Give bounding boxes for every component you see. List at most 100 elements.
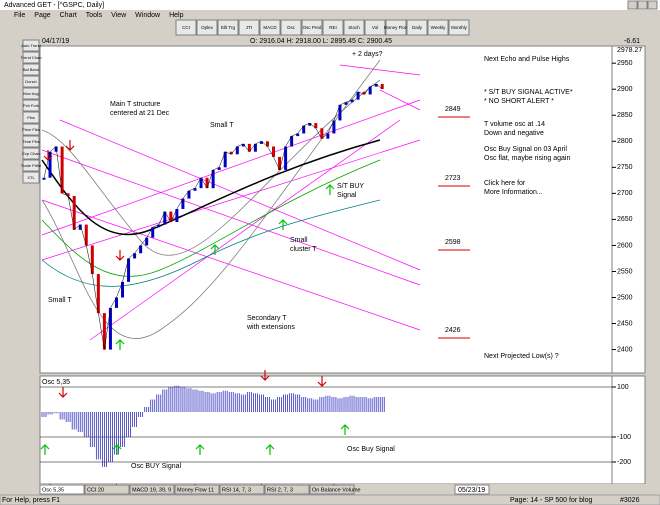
- tab[interactable]: [174, 484, 220, 495]
- toolbar-label[interactable]: Money Flow: [384, 25, 409, 30]
- toolbar-button[interactable]: [406, 19, 428, 36]
- tool-button[interactable]: [22, 51, 40, 64]
- osc-tick-label: -100: [617, 434, 631, 441]
- note[interactable]: More Information...: [484, 189, 543, 196]
- tool-label[interactable]: Bal Band: [23, 67, 39, 72]
- tab[interactable]: [264, 484, 310, 495]
- y-tick-label: 2450: [617, 320, 633, 327]
- arrow: [43, 150, 53, 161]
- menu-item[interactable]: Chart: [60, 12, 77, 19]
- toolbar-button[interactable]: [217, 19, 239, 36]
- tool-label[interactable]: Fibs: [27, 115, 35, 120]
- y-tick-label: 2550: [617, 268, 633, 275]
- arrow: [278, 219, 288, 230]
- tab[interactable]: [39, 484, 85, 495]
- tool-label[interactable]: Time Fibs: [22, 139, 39, 144]
- level-label: 2598: [445, 239, 461, 246]
- toolbar-label[interactable]: Weekly: [431, 25, 446, 30]
- osc-tick-label: 100: [617, 384, 629, 391]
- toolbar-button[interactable]: [343, 19, 365, 36]
- toolbar-button[interactable]: [322, 19, 344, 36]
- osc-label: Osc 5,35: [42, 379, 70, 386]
- tool-button[interactable]: [22, 87, 40, 100]
- menu-item[interactable]: Page: [34, 12, 50, 19]
- toolbar-button[interactable]: [301, 19, 323, 36]
- tool-button[interactable]: [22, 75, 40, 88]
- osc-annotation: Osc BUY Signal: [131, 463, 182, 470]
- toolbar-label[interactable]: MACD: [263, 25, 277, 30]
- ohlc: O: 2916.04 H: 2918.00 L: 2895.45 C: 2900…: [250, 38, 392, 45]
- toolbar-label[interactable]: Vol: [372, 25, 378, 30]
- menu-item[interactable]: Window: [135, 12, 161, 19]
- tool-label[interactable]: Auto Trend: [21, 43, 41, 48]
- tab[interactable]: [129, 484, 175, 495]
- window-button[interactable]: [627, 0, 638, 10]
- tab-label[interactable]: RSI 14, 7, 3: [222, 487, 251, 493]
- tool-label[interactable]: Pch Fork: [23, 103, 39, 108]
- tool-button[interactable]: [22, 111, 40, 124]
- tool-button[interactable]: [22, 135, 40, 148]
- tab-label[interactable]: MACD 19, 39, 9: [132, 487, 171, 493]
- toolbar-label[interactable]: Daily: [412, 25, 423, 30]
- tool-label[interactable]: Exp Chan: [22, 151, 40, 156]
- toolbar-button[interactable]: [238, 19, 260, 36]
- window-button[interactable]: [647, 0, 658, 10]
- annotation: with extensions: [246, 324, 295, 331]
- toolbar-label[interactable]: Osc Pred: [303, 25, 322, 30]
- tool-button[interactable]: [22, 147, 40, 160]
- toolbar-button[interactable]: [448, 19, 470, 36]
- toolbar-label[interactable]: REI: [329, 25, 337, 30]
- tool-label[interactable]: Price Fibs: [22, 127, 40, 132]
- toolbar-button[interactable]: [427, 19, 449, 36]
- close-line: [43, 83, 383, 350]
- tool-button[interactable]: [22, 159, 40, 172]
- annotation: Small T: [210, 122, 234, 129]
- arrow: [115, 250, 125, 261]
- tool-button[interactable]: [22, 99, 40, 112]
- tool-label[interactable]: Trade Prfile: [21, 163, 42, 168]
- change: -6.61: [624, 38, 640, 45]
- y-tick-label: 2800: [617, 138, 633, 145]
- toolbar-label[interactable]: Oplex: [201, 25, 214, 30]
- tool-button[interactable]: [22, 123, 40, 136]
- toolbar-label[interactable]: Ellt Trg: [221, 25, 236, 30]
- toolbar-button[interactable]: [175, 19, 197, 36]
- annotation: Signal: [337, 192, 357, 199]
- tab-label[interactable]: Money Flow 11: [177, 487, 214, 493]
- menu-item[interactable]: View: [111, 12, 127, 19]
- toolbar-button[interactable]: [364, 19, 386, 36]
- toolbar-label[interactable]: Stoch: [348, 25, 360, 30]
- toolbar-label[interactable]: Monthly: [451, 25, 468, 30]
- tab[interactable]: [84, 484, 130, 495]
- bands: [41, 59, 381, 339]
- tab-label[interactable]: On Balance Volume: [312, 487, 361, 493]
- tool-label[interactable]: Donch: [25, 79, 37, 84]
- tool-button[interactable]: [22, 39, 40, 52]
- tool-button[interactable]: [22, 63, 40, 76]
- menu-item[interactable]: File: [14, 12, 25, 19]
- tab-label[interactable]: Osc 5,35: [42, 487, 64, 493]
- tool-label[interactable]: XTL: [27, 175, 35, 180]
- note[interactable]: Click here for: [484, 180, 526, 187]
- tool-label[interactable]: Mov Avg: [23, 91, 38, 96]
- y-tick-label: 2950: [617, 60, 633, 67]
- level-label: 2723: [445, 175, 461, 182]
- tab-label[interactable]: RSI 2, 7, 3: [267, 487, 293, 493]
- tab[interactable]: [219, 484, 265, 495]
- toolbar-label[interactable]: CCI: [182, 25, 190, 30]
- tab-label[interactable]: CCI 20: [87, 487, 104, 493]
- toolbar-button[interactable]: [196, 19, 218, 36]
- toolbar-label[interactable]: Osc: [287, 25, 296, 30]
- tool-button[interactable]: [22, 171, 40, 184]
- tab[interactable]: [309, 484, 355, 495]
- menu-item[interactable]: Tools: [86, 12, 103, 19]
- menu-item[interactable]: Help: [169, 12, 184, 19]
- toolbar-button[interactable]: [385, 19, 407, 36]
- window-button[interactable]: [637, 0, 648, 10]
- arrow: [58, 387, 68, 398]
- toolbar-button[interactable]: [259, 19, 281, 36]
- tool-label[interactable]: Trend Chan: [21, 55, 42, 60]
- y-tick-label: 2400: [617, 346, 633, 353]
- toolbar-label[interactable]: JTI: [246, 25, 252, 30]
- toolbar-button[interactable]: [280, 19, 302, 36]
